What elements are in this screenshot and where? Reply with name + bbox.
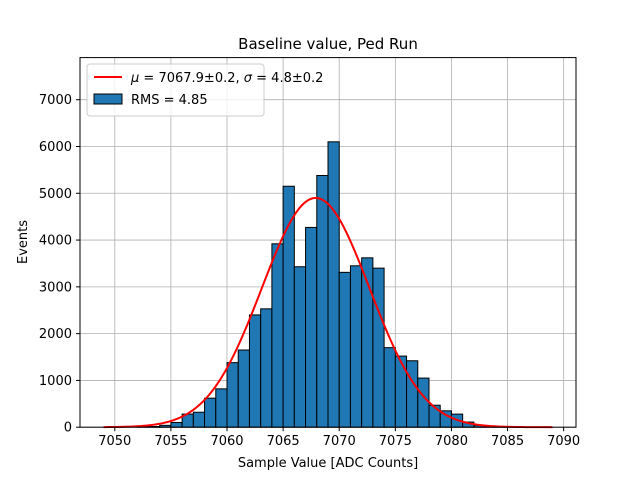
legend-rms-label: RMS = 4.85	[131, 93, 208, 108]
y-tick-label: 0	[64, 421, 72, 436]
histogram-bar	[305, 226, 318, 428]
histogram-bar	[215, 388, 228, 428]
histogram-bar	[349, 265, 363, 428]
legend: μ = 7067.9±0.2, σ = 4.8±0.2 RMS = 4.85	[86, 63, 323, 117]
histogram-bar	[338, 271, 351, 428]
y-axis-ticks: 0 1000 2000 3000 4000 5000 6000 7000	[39, 93, 80, 436]
x-tick-label: 7050	[98, 434, 131, 449]
legend-mu-value: = 7067.9±0.2,	[139, 71, 243, 86]
histogram-bar	[417, 377, 430, 428]
histogram-bar	[237, 349, 250, 428]
histogram-bar	[372, 267, 385, 428]
histogram-bar	[248, 314, 262, 428]
histogram-bar	[327, 141, 340, 428]
histogram-bar	[170, 422, 183, 428]
legend-histogram-swatch	[93, 93, 123, 105]
y-tick-label: 4000	[39, 234, 72, 249]
legend-mu-symbol: μ	[130, 71, 139, 86]
x-tick-label: 7065	[267, 434, 300, 449]
histogram-bar	[282, 185, 295, 428]
y-tick-label: 1000	[39, 374, 72, 389]
x-tick-label: 7085	[491, 434, 524, 449]
chart-title: Baseline value, Ped Run	[238, 35, 418, 53]
histogram-bars	[136, 141, 509, 428]
histogram-bar	[316, 174, 329, 428]
histogram-bar	[394, 355, 408, 428]
x-axis-label: Sample Value [ADC Counts]	[238, 456, 418, 471]
y-tick-label: 6000	[39, 140, 72, 155]
legend-box	[86, 63, 265, 117]
y-axis-label: Events	[16, 220, 31, 264]
legend-sigma-symbol: σ	[244, 71, 253, 86]
histogram-bar	[226, 362, 239, 428]
histogram-bar	[204, 397, 217, 428]
y-tick-label: 7000	[39, 93, 72, 108]
x-tick-label: 7060	[210, 434, 243, 449]
y-tick-label: 3000	[39, 280, 72, 295]
gaussian-fit-curve	[103, 197, 553, 429]
x-tick-label: 7055	[154, 434, 187, 449]
x-tick-label: 7080	[435, 434, 468, 449]
y-tick-label: 5000	[39, 187, 72, 202]
legend-sigma-value: = 4.8±0.2	[252, 71, 323, 86]
histogram-bar	[406, 360, 419, 428]
x-tick-label: 7070	[323, 434, 356, 449]
y-tick-label: 2000	[39, 327, 72, 342]
histogram-bar	[428, 404, 441, 428]
x-axis-ticks: 7050 7055 7060 7065 7070 7075 7080 7085 7090	[98, 427, 580, 449]
plot-area	[79, 57, 577, 429]
histogram-bar	[192, 411, 206, 428]
legend-fit-label: μ = 7067.9±0.2, σ = 4.8±0.2	[130, 71, 323, 86]
plot-frame	[79, 57, 577, 428]
histogram-bar	[383, 347, 396, 428]
x-tick-label: 7090	[547, 434, 580, 449]
x-tick-label: 7075	[379, 434, 412, 449]
histogram-bar	[260, 308, 273, 428]
histogram-bar	[293, 266, 307, 428]
histogram-bar	[271, 243, 284, 428]
